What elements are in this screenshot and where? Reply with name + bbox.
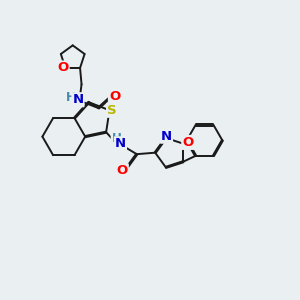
Text: O: O: [109, 90, 120, 103]
Text: N: N: [161, 130, 172, 143]
Text: N: N: [115, 137, 126, 150]
Text: H: H: [66, 92, 76, 104]
Text: S: S: [107, 104, 117, 117]
Text: O: O: [117, 164, 128, 177]
Text: N: N: [72, 93, 83, 106]
Text: O: O: [57, 61, 69, 74]
Text: H: H: [112, 132, 122, 145]
Text: O: O: [182, 136, 194, 149]
